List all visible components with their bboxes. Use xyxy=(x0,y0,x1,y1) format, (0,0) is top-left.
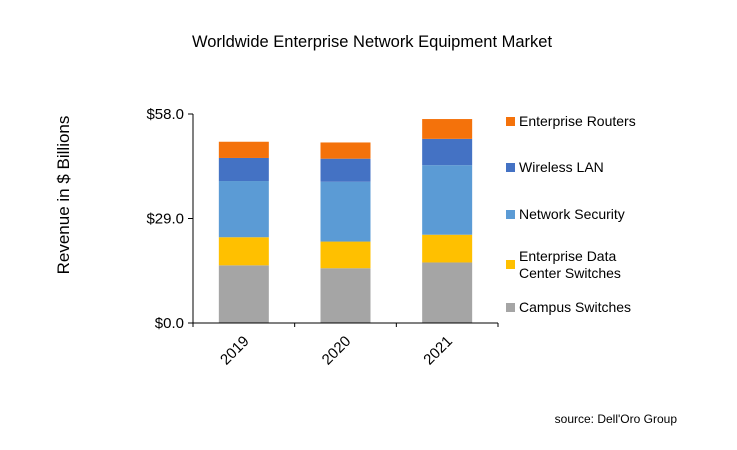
bars xyxy=(218,119,473,323)
y-axis-label: Revenue in $ Billions xyxy=(54,116,73,275)
bar-segment-wireless-lan-2020 xyxy=(320,158,371,182)
legend-swatch xyxy=(506,117,515,126)
bar-segment-network-security-2021 xyxy=(422,165,473,235)
legend-swatch xyxy=(506,210,515,219)
y-tick-label: $0.0 xyxy=(155,315,184,332)
bar-segment-wireless-lan-2021 xyxy=(422,138,473,166)
legend-label: Network Security xyxy=(519,206,625,222)
bar-segment-network-security-2019 xyxy=(218,181,269,238)
legend-label-line: Center Switches xyxy=(519,265,621,281)
bar-segment-enterprise-data-center-switches-2021 xyxy=(422,234,473,263)
bar-segment-enterprise-routers-2020 xyxy=(320,142,371,159)
legend-item-enterprise-data-center-switches: Enterprise Data Center Switches xyxy=(506,248,621,281)
y-tick-label: $58.0 xyxy=(146,106,184,123)
bar-segment-campus-switches-2021 xyxy=(422,262,473,323)
legend-item-wireless-lan: Wireless LAN xyxy=(506,159,604,175)
legend: Enterprise Routers Wireless LAN Network Se… xyxy=(506,113,636,315)
legend-label: Campus Switches xyxy=(519,299,631,315)
legend-item-network-security: Network Security xyxy=(506,206,625,222)
legend-item-campus-switches: Campus Switches xyxy=(506,299,631,315)
legend-label-line: Enterprise Data xyxy=(519,248,616,264)
x-tick-label: 2020 xyxy=(319,333,355,369)
legend-label: Wireless LAN xyxy=(519,159,604,175)
y-tick-label: $29.0 xyxy=(146,211,184,228)
source-note: source: Dell'Oro Group xyxy=(555,412,678,426)
bar-segment-campus-switches-2020 xyxy=(320,268,371,323)
legend-swatch xyxy=(506,260,515,269)
bar-segment-enterprise-routers-2019 xyxy=(218,141,269,158)
bar-segment-enterprise-data-center-switches-2020 xyxy=(320,241,371,269)
bar-segment-enterprise-data-center-switches-2019 xyxy=(218,237,269,266)
legend-swatch xyxy=(506,303,515,312)
bar-segment-campus-switches-2019 xyxy=(218,265,269,323)
bar-segment-enterprise-routers-2021 xyxy=(422,119,473,139)
legend-label: Enterprise Data Center Switches xyxy=(519,248,621,281)
bar-segment-wireless-lan-2019 xyxy=(218,157,269,182)
x-tick-label: 2021 xyxy=(420,333,456,369)
bar-segment-network-security-2020 xyxy=(320,181,371,242)
y-axis: $0.0 $29.0 $58.0 xyxy=(146,106,194,332)
legend-label: Enterprise Routers xyxy=(519,113,636,129)
chart-title: Worldwide Enterprise Network Equipment M… xyxy=(192,33,552,51)
x-axis: 2019 2020 2021 xyxy=(192,322,499,369)
legend-item-enterprise-routers: Enterprise Routers xyxy=(506,113,636,129)
x-tick-label: 2019 xyxy=(217,333,253,369)
legend-swatch xyxy=(506,163,515,172)
